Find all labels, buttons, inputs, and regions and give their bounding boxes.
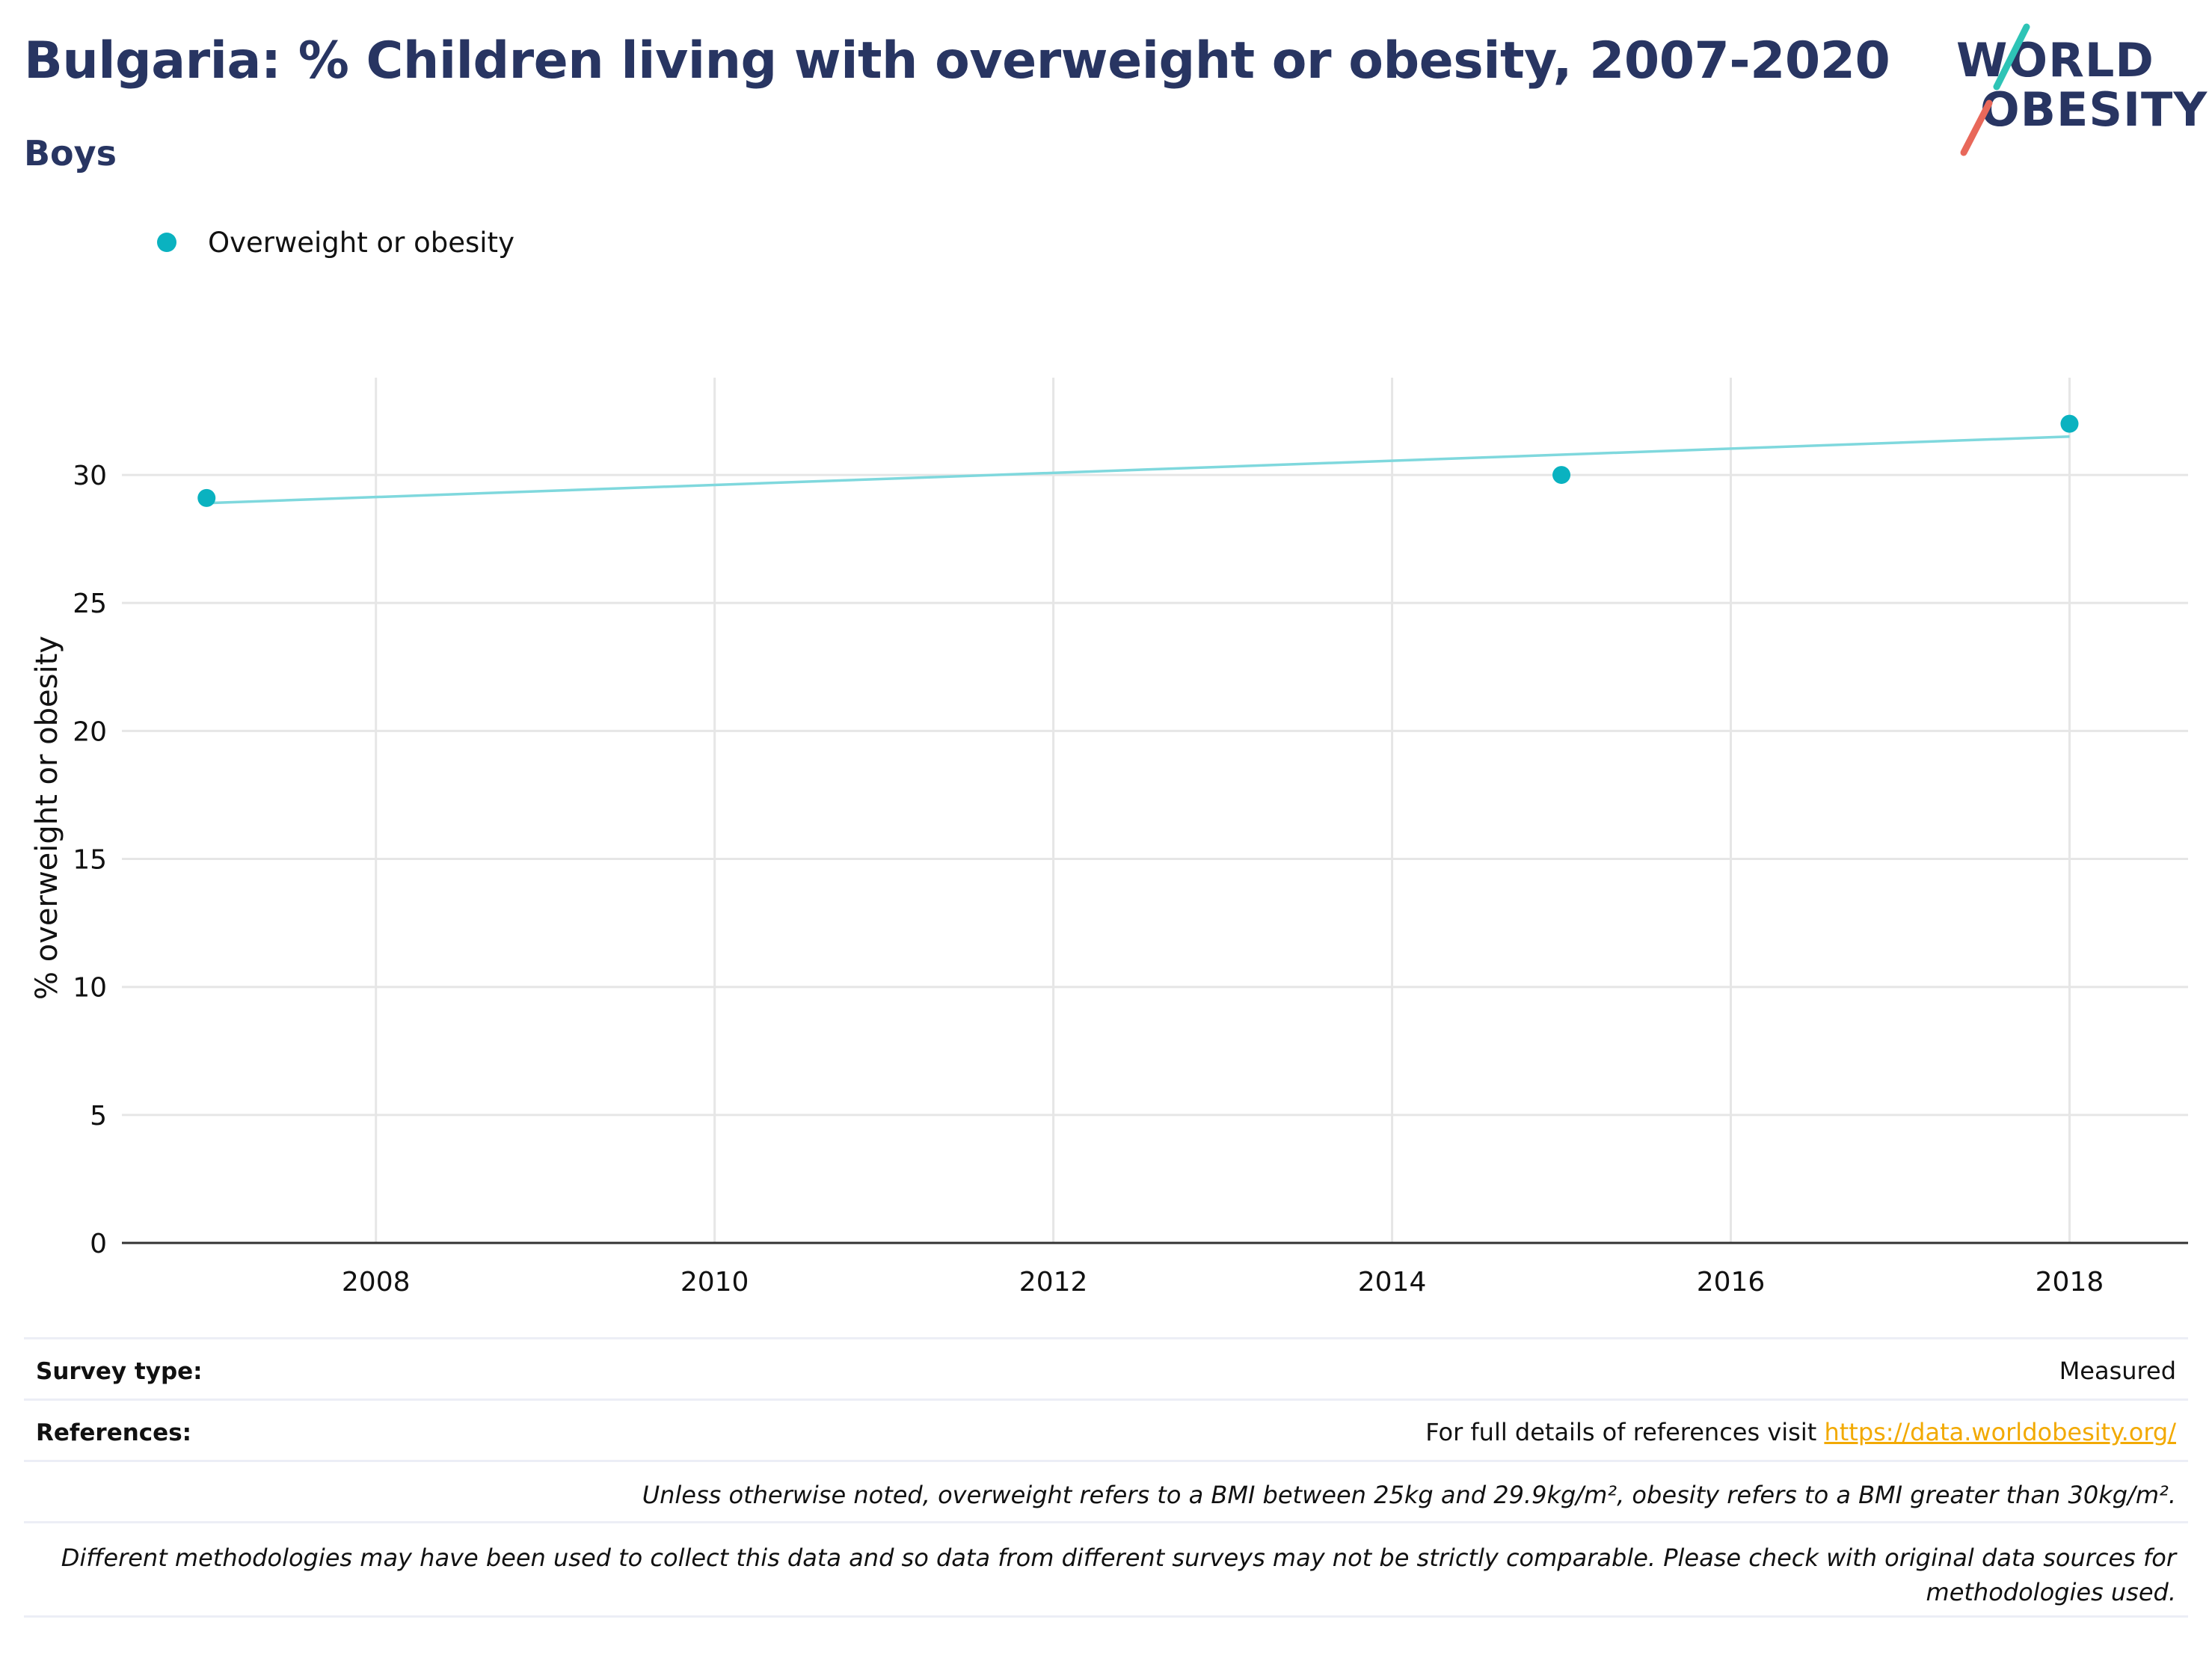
y-tick-label: 5 <box>90 1101 107 1132</box>
x-tick-label: 2012 <box>1019 1267 1088 1298</box>
survey-type-label: Survey type: <box>36 1358 203 1385</box>
y-axis-title: % overweight or obesity <box>30 636 64 1000</box>
references-text: For full details of references visit <box>1425 1418 1825 1446</box>
references-link[interactable]: https://data.worldobesity.org/ <box>1824 1418 2176 1446</box>
references-label: References: <box>36 1419 192 1446</box>
footer-divider <box>24 1460 2188 1462</box>
data-point <box>1552 466 1571 485</box>
logo-slash-icon <box>1960 23 2030 156</box>
x-tick-label: 2010 <box>681 1267 749 1298</box>
world-obesity-logo: WORLD OBESITY <box>1937 21 2207 163</box>
data-point <box>2060 414 2079 433</box>
survey-type-value: Measured <box>2059 1357 2176 1385</box>
definition-note: Unless otherwise noted, overweight refer… <box>642 1481 2176 1509</box>
y-tick-label: 15 <box>73 845 107 876</box>
x-tick-label: 2018 <box>2036 1267 2104 1298</box>
legend: Overweight or obesity <box>157 226 514 259</box>
footer-divider <box>24 1337 2188 1339</box>
footer-divider <box>24 1615 2188 1618</box>
y-tick-label: 20 <box>73 716 107 747</box>
x-tick-label: 2008 <box>342 1267 411 1298</box>
data-point <box>197 488 216 507</box>
y-tick-label: 30 <box>73 461 107 491</box>
y-tick-label: 10 <box>73 973 107 1004</box>
logo-word-obesity: OBESITY <box>1980 82 2208 137</box>
x-tick-label: 2016 <box>1697 1267 1766 1298</box>
chart-plot: 0 5 10 15 20 25 30 2008 2010 2012 2014 2016 2018 % ov… <box>30 378 2188 1298</box>
legend-marker-icon <box>157 233 176 252</box>
logo-word-world: WORLD <box>1956 33 2154 87</box>
chart-subtitle: Boys <box>24 133 117 174</box>
references-value: For full details of references visit htt… <box>1425 1418 2176 1446</box>
chart-title: Bulgaria: % Children living with overwei… <box>24 31 1890 90</box>
legend-label: Overweight or obesity <box>208 226 514 259</box>
footer-divider <box>24 1398 2188 1401</box>
trend-line <box>206 435 2070 505</box>
x-tick-label: 2014 <box>1358 1267 1427 1298</box>
footer-divider <box>24 1521 2188 1523</box>
methodology-note: Different methodologies may have been us… <box>61 1544 2176 1606</box>
y-tick-label: 0 <box>90 1229 107 1259</box>
y-tick-label: 25 <box>73 589 107 619</box>
